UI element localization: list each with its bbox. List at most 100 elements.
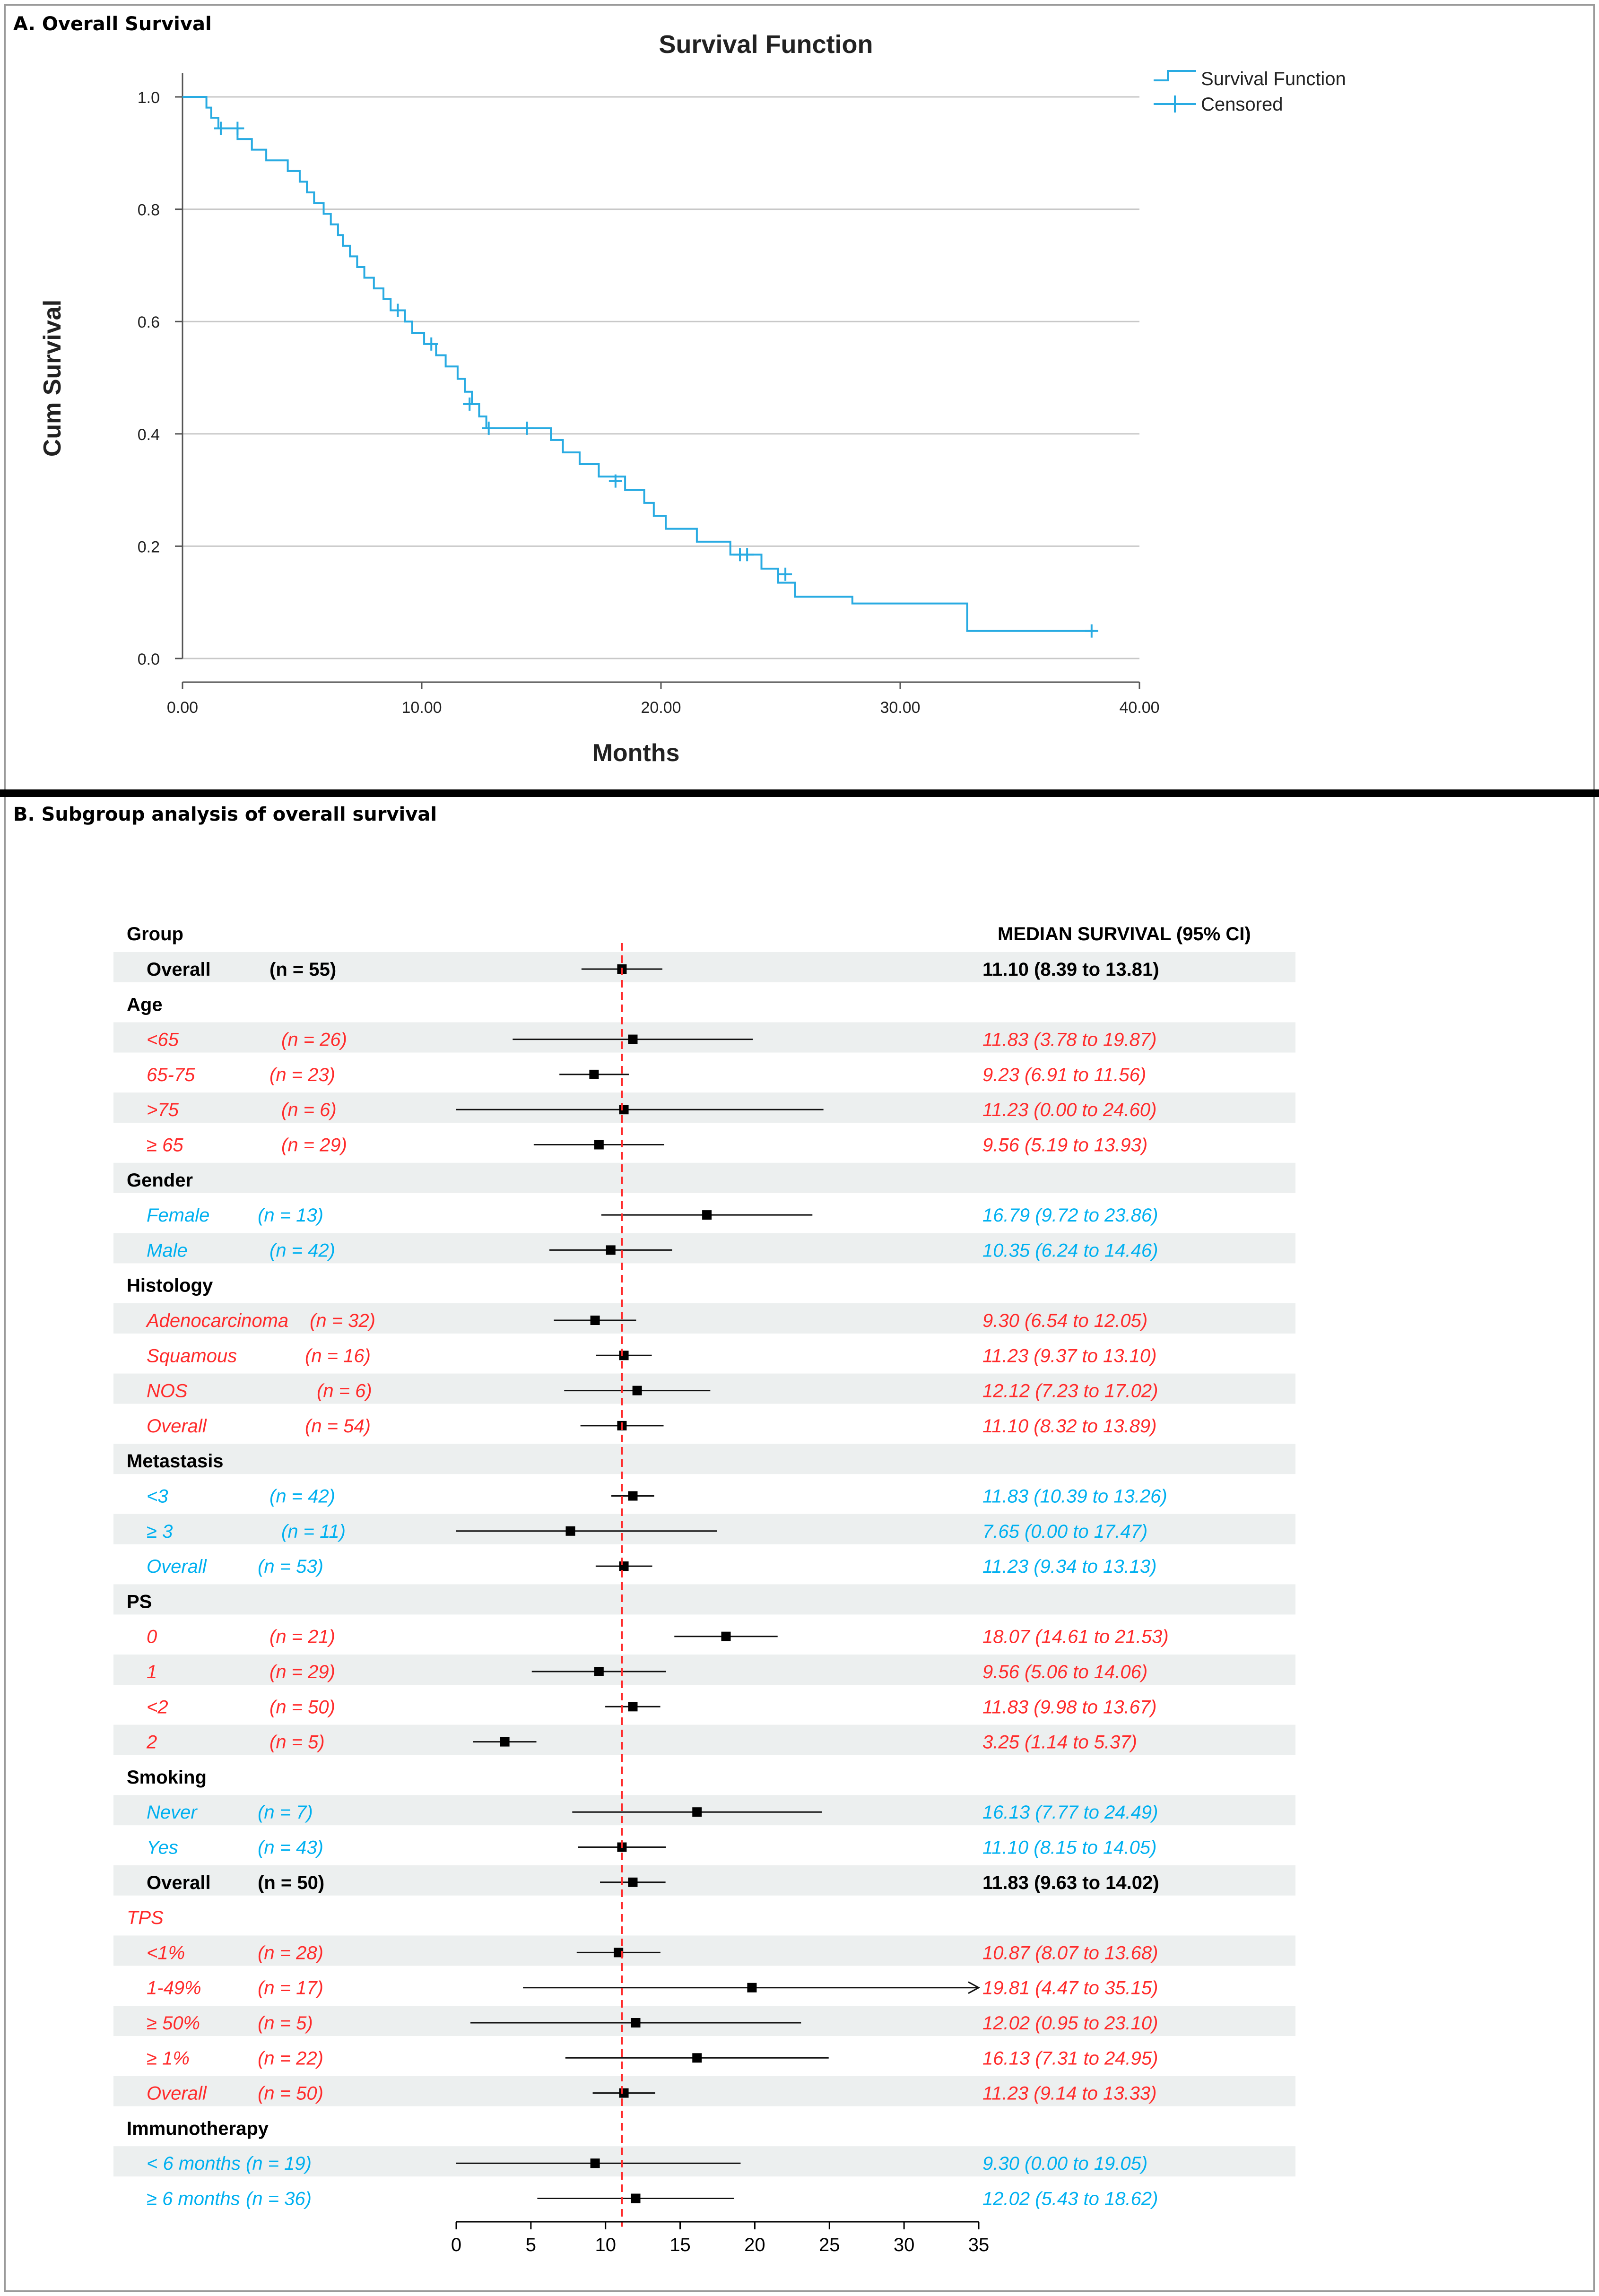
survival-chart: Survival Function 0.0 0.2 0.4 0.6 0.8 1.0 0.00 1… <box>39 30 1346 767</box>
row-stripe <box>113 2076 1295 2106</box>
median-marker <box>628 1034 638 1044</box>
x-tick-label: 0.00 <box>167 699 198 717</box>
group-label: 2 <box>146 1732 157 1753</box>
group-n: (n = 28) <box>258 1942 323 1963</box>
group-n: (n = 23) <box>269 1065 335 1085</box>
row-stripe <box>113 1724 1295 1755</box>
median-ci-label: 10.35 (6.24 to 14.46) <box>982 1240 1158 1261</box>
group-label: <3 <box>147 1486 168 1507</box>
x-axis-label: Months <box>592 739 680 767</box>
median-ci-label: 7.65 (0.00 to 17.47) <box>982 1521 1147 1542</box>
group-n: (n = 32) <box>310 1310 375 1331</box>
group-label: 1 <box>147 1662 157 1682</box>
censored-marker <box>779 567 792 581</box>
ci-arrow <box>968 1981 981 1994</box>
median-ci-label: 11.83 (9.98 to 13.67) <box>982 1697 1156 1717</box>
censored-marker <box>520 421 534 435</box>
row-stripe <box>113 1303 1295 1334</box>
group-label: <2 <box>147 1697 168 1717</box>
panel-a-label: A. Overall Survival <box>13 13 212 35</box>
median-marker <box>500 1737 510 1747</box>
row-stripe <box>113 1092 1295 1123</box>
median-ci-label: 12.02 (5.43 to 18.62) <box>982 2189 1158 2209</box>
group-label: Squamous <box>147 1345 237 1366</box>
row-stripe <box>113 1935 1295 1966</box>
forest-x-tick-label: 25 <box>819 2235 840 2255</box>
censored-marker <box>482 421 495 435</box>
group-label: 65-75 <box>147 1065 195 1085</box>
survival-curve <box>182 96 1094 632</box>
y-tick-label: 0.6 <box>138 313 160 331</box>
column-header-median: MEDIAN SURVIVAL (95% CI) <box>998 924 1251 944</box>
median-ci-label: 9.30 (6.54 to 12.05) <box>982 1310 1147 1331</box>
row-stripe <box>113 1373 1295 1404</box>
legend-label-censored: Censored <box>1201 94 1283 115</box>
group-label: ≥ 6 months <box>147 2189 240 2209</box>
forest-x-tick-label: 10 <box>595 2235 616 2255</box>
panel-b-label: B. Subgroup analysis of overall survival <box>13 804 437 825</box>
censored-marker <box>231 121 244 135</box>
group-label: Yes <box>147 1837 178 1858</box>
group-n: (n = 6) <box>317 1381 372 1402</box>
group-label: ≥ 3 <box>147 1521 173 1542</box>
row-stripe <box>113 1865 1295 1896</box>
row-stripe <box>113 1795 1295 1826</box>
subgroup-header: Immunotherapy <box>127 2118 269 2139</box>
censored-marker <box>214 121 227 135</box>
legend-swatch-survival <box>1154 70 1196 81</box>
median-ci-label: 11.23 (9.37 to 13.10) <box>982 1345 1156 1366</box>
group-label: NOS <box>147 1381 188 1402</box>
median-ci-label: 11.10 (8.32 to 13.89) <box>982 1416 1156 1437</box>
group-n: (n = 50) <box>258 1872 324 1893</box>
row-stripe <box>113 1162 1295 1193</box>
subgroup-header: TPS <box>127 1907 164 1928</box>
median-ci-label: 11.23 (0.00 to 24.60) <box>982 1100 1156 1120</box>
group-n: (n = 54) <box>305 1416 371 1437</box>
median-ci-label: 16.79 (9.72 to 23.86) <box>982 1205 1158 1226</box>
group-n: (n = 29) <box>281 1135 347 1156</box>
median-ci-label: 11.83 (10.39 to 13.26) <box>982 1486 1167 1507</box>
median-marker <box>619 1105 629 1115</box>
row-stripe <box>113 1655 1295 1685</box>
median-ci-label: 18.07 (14.61 to 21.53) <box>982 1627 1169 1647</box>
group-n: (n = 55) <box>269 959 336 980</box>
median-ci-label: 11.23 (9.14 to 13.33) <box>982 2083 1156 2104</box>
censored-marker <box>740 548 754 562</box>
median-marker <box>631 2193 641 2203</box>
median-ci-label: 12.02 (0.95 to 23.10) <box>982 2013 1158 2034</box>
row-stripe <box>113 2146 1295 2177</box>
median-ci-label: 12.12 (7.23 to 17.02) <box>982 1381 1158 1402</box>
y-tick-label: 0.8 <box>138 201 160 219</box>
group-n: (n = 13) <box>258 1205 323 1226</box>
median-ci-label: 11.23 (9.34 to 13.13) <box>982 1556 1156 1577</box>
group-label: Never <box>147 1802 198 1823</box>
row-stripe <box>113 1444 1295 1474</box>
forest-x-tick-label: 15 <box>669 2235 691 2255</box>
median-marker <box>606 1245 616 1255</box>
median-ci-label: 9.23 (6.91 to 11.56) <box>982 1065 1146 1085</box>
forest-x-tick-label: 5 <box>526 2235 536 2255</box>
median-marker <box>702 1210 712 1220</box>
median-marker <box>590 1316 600 1325</box>
median-ci-label: 11.83 (9.63 to 14.02) <box>982 1872 1159 1893</box>
median-ci-label: 19.81 (4.47 to 35.15) <box>982 1978 1158 1999</box>
subgroup-header: Histology <box>127 1275 213 1296</box>
group-n: (n = 16) <box>305 1345 371 1366</box>
row-stripe <box>113 1514 1295 1544</box>
median-ci-label: 11.83 (3.78 to 19.87) <box>982 1030 1156 1050</box>
median-marker <box>631 2018 641 2027</box>
median-marker <box>594 1140 604 1150</box>
group-label: Overall <box>147 1556 207 1577</box>
legend-label-survival: Survival Function <box>1201 69 1346 89</box>
median-ci-label: 11.10 (8.15 to 14.05) <box>982 1837 1156 1858</box>
group-n: (n = 43) <box>258 1837 323 1858</box>
group-n: (n = 42) <box>269 1240 335 1261</box>
figure-frame <box>4 4 1595 2292</box>
group-n: (n = 22) <box>258 2048 323 2069</box>
row-stripe <box>113 1584 1295 1615</box>
group-n: (n = 19) <box>246 2153 312 2174</box>
group-label: Male <box>147 1240 188 1261</box>
legend-swatch-censored <box>1154 95 1196 113</box>
group-n: (n = 5) <box>258 2013 313 2034</box>
median-ci-label: 9.56 (5.06 to 14.06) <box>982 1662 1147 1682</box>
